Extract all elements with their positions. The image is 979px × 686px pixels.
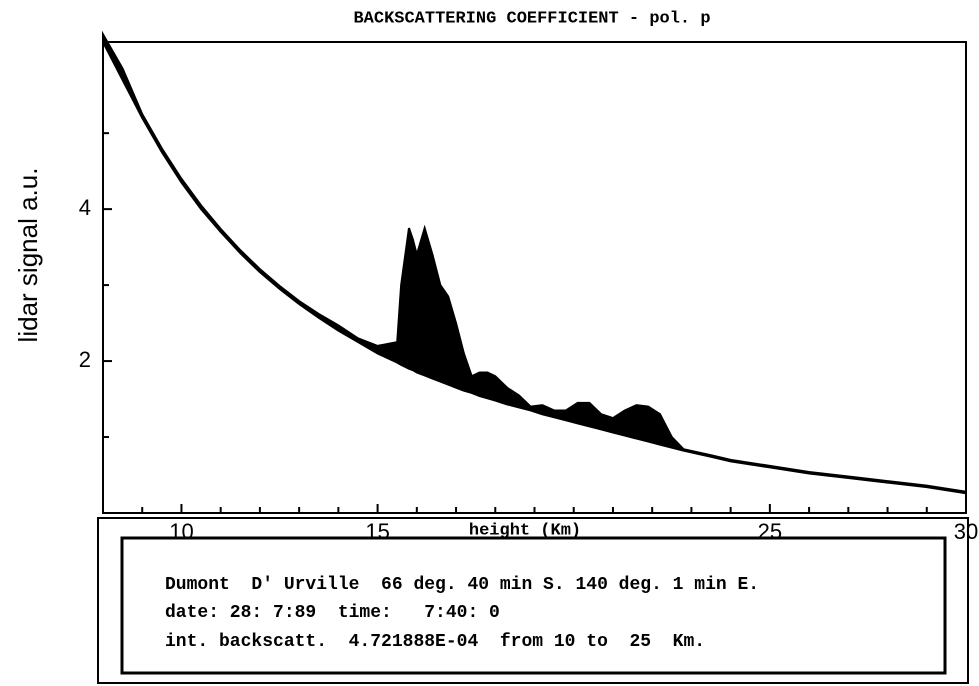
info-box-outer (97, 517, 969, 684)
x-tick-label: 25 (758, 519, 782, 544)
info-box-inner (120, 536, 947, 675)
y-tick-label: 2 (79, 347, 91, 372)
x-tick-label: 10 (169, 519, 193, 544)
x-tick-label: 15 (365, 519, 389, 544)
info-line: int. backscatt. 4.721888E-04 from 10 to … (165, 632, 705, 652)
chart-title: BACKSCATTERING COEFFICIENT - pol. p (353, 9, 710, 28)
info-line: date: 28: 7:89 time: 7:40: 0 (165, 603, 500, 623)
baseline-line (102, 41, 967, 495)
baseline-area (103, 42, 966, 513)
x-tick-label: 30 (954, 519, 978, 544)
y-tick-label: 4 (79, 195, 91, 220)
y-axis-label: lidar signal a.u. (13, 168, 43, 343)
x-axis-label: height (Km) (469, 521, 581, 540)
info-line: Dumont D' Urville 66 deg. 40 min S. 140 … (165, 575, 759, 595)
